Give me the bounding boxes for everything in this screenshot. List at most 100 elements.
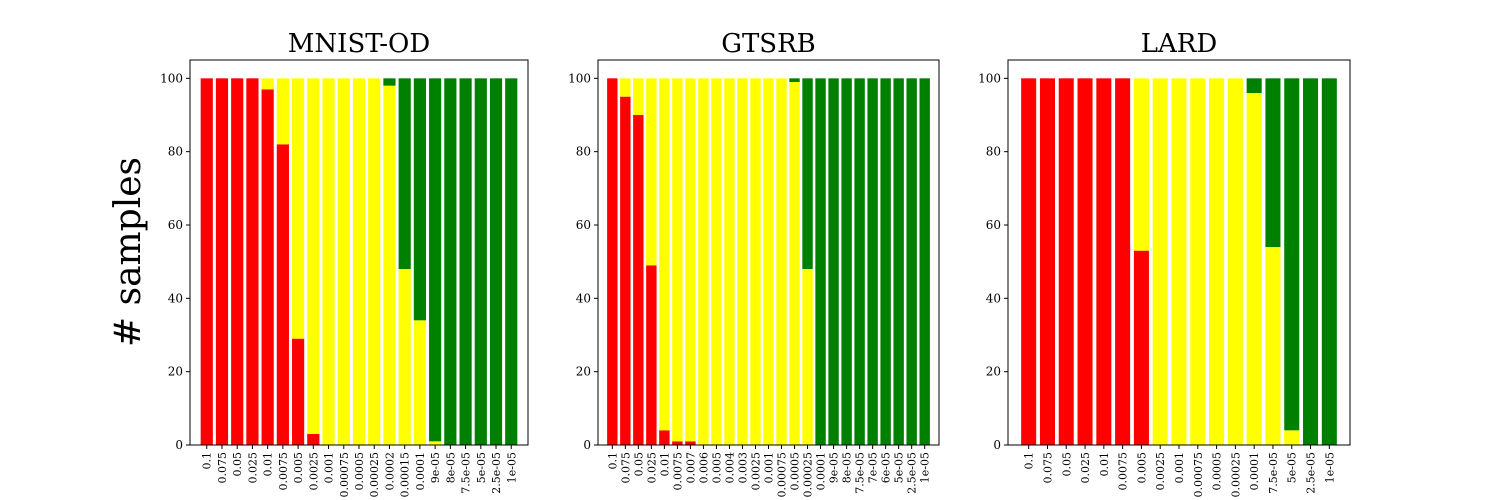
y-tick-label-gtsrb-60: 60 (576, 218, 591, 232)
y-tick-label-mnist-od-100: 100 (160, 71, 183, 85)
bar-mnist-od-9-s1 (337, 78, 350, 445)
x-tick-label-mnist-od-16: 8e-05 (444, 452, 457, 483)
x-tick-label-gtsrb-4: 0.01 (658, 452, 671, 477)
x-tick-label-gtsrb-7: 0.006 (697, 452, 710, 484)
x-tick-label-gtsrb-20: 7e-05 (867, 452, 880, 483)
x-tick-label-lard-5: 0.0075 (1117, 452, 1130, 491)
x-tick-label-mnist-od-2: 0.05 (231, 452, 244, 477)
y-tick-label-mnist-od-60: 60 (168, 218, 183, 232)
bar-gtsrb-12-s1 (763, 78, 774, 445)
x-tick-label-gtsrb-9: 0.004 (723, 452, 736, 484)
bar-mnist-od-7-s1 (307, 78, 320, 434)
bar-gtsrb-1-s1 (620, 78, 631, 97)
bar-lard-6-s1 (1133, 78, 1149, 251)
x-tick-label-lard-15: 2.5e-05 (1305, 452, 1318, 494)
bar-gtsrb-19-s2 (854, 78, 865, 445)
bar-mnist-od-7-s0 (307, 434, 320, 445)
x-tick-label-gtsrb-6: 0.007 (684, 452, 697, 484)
bar-mnist-od-14-s1 (413, 320, 426, 445)
x-tick-label-gtsrb-15: 0.00025 (802, 452, 815, 498)
x-tick-label-gtsrb-10: 0.003 (736, 452, 749, 484)
x-tick-label-mnist-od-4: 0.01 (262, 452, 275, 477)
y-tick-label-lard-20: 20 (986, 365, 1001, 379)
x-tick-label-lard-0: 0.1 (1023, 452, 1036, 470)
bar-lard-15-s2 (1303, 78, 1319, 445)
x-tick-label-lard-8: 0.001 (1173, 452, 1186, 484)
x-tick-label-gtsrb-24: 1e-05 (919, 452, 932, 483)
bar-mnist-od-8-s1 (322, 78, 335, 445)
bar-gtsrb-1-s0 (620, 96, 631, 446)
bar-lard-14-s1 (1284, 430, 1300, 445)
x-tick-label-mnist-od-7: 0.0025 (307, 452, 320, 491)
chart-title-gtsrb: GTSRB (721, 29, 816, 59)
x-tick-label-mnist-od-10: 0.0005 (353, 452, 366, 491)
bar-gtsrb-24-s2 (919, 78, 930, 445)
x-tick-label-gtsrb-23: 2.5e-05 (906, 452, 919, 494)
y-tick-label-gtsrb-0: 0 (583, 438, 591, 452)
bar-mnist-od-18-s2 (474, 78, 487, 445)
x-tick-label-lard-2: 0.05 (1060, 452, 1073, 477)
y-tick-label-gtsrb-40: 40 (576, 291, 591, 305)
bar-lard-12-s2 (1246, 78, 1262, 93)
y-tick-label-lard-60: 60 (986, 218, 1001, 232)
bar-mnist-od-0-s0 (200, 78, 213, 445)
bar-gtsrb-20-s2 (867, 78, 878, 445)
x-tick-label-lard-13: 7.5e-05 (1267, 452, 1280, 494)
bar-gtsrb-21-s2 (880, 78, 891, 445)
x-tick-label-lard-10: 0.0005 (1211, 452, 1224, 491)
x-tick-label-gtsrb-19: 7.5e-05 (854, 452, 867, 494)
bar-mnist-od-4-s0 (261, 89, 274, 445)
bar-gtsrb-4-s1 (659, 78, 670, 431)
x-tick-label-mnist-od-13: 0.00015 (399, 452, 412, 498)
y-tick-label-lard-0: 0 (993, 438, 1001, 452)
bar-mnist-od-6-s0 (292, 338, 305, 445)
bar-lard-7-s1 (1152, 78, 1168, 445)
bar-gtsrb-22-s2 (893, 78, 904, 445)
bar-gtsrb-10-s1 (737, 78, 748, 445)
bar-mnist-od-13-s1 (398, 269, 411, 445)
bar-lard-14-s2 (1284, 78, 1300, 431)
y-axis-label: # samples (108, 157, 149, 347)
x-tick-label-gtsrb-0: 0.1 (606, 452, 619, 470)
y-tick-label-lard-80: 80 (986, 145, 1001, 159)
bar-gtsrb-5-s1 (672, 78, 683, 442)
y-tick-label-mnist-od-40: 40 (168, 291, 183, 305)
bar-mnist-od-10-s1 (352, 78, 366, 445)
x-tick-label-lard-3: 0.025 (1079, 452, 1092, 484)
bar-lard-2-s0 (1058, 78, 1074, 445)
x-tick-label-lard-12: 0.0001 (1248, 452, 1261, 491)
x-tick-label-lard-9: 0.00075 (1192, 452, 1205, 498)
bar-lard-3-s0 (1077, 78, 1093, 445)
bar-mnist-od-11-s1 (368, 78, 381, 445)
bar-mnist-od-19-s2 (489, 78, 503, 445)
x-tick-label-gtsrb-2: 0.05 (632, 452, 645, 477)
bar-mnist-od-3-s0 (246, 78, 259, 445)
bar-mnist-od-16-s2 (444, 78, 457, 445)
x-tick-label-gtsrb-22: 5e-05 (893, 452, 906, 483)
x-tick-label-mnist-od-5: 0.0075 (277, 452, 290, 491)
bar-mnist-od-14-s2 (413, 78, 426, 321)
x-tick-label-gtsrb-21: 6e-05 (880, 452, 893, 483)
x-tick-label-mnist-od-6: 0.005 (292, 452, 305, 484)
x-tick-label-mnist-od-11: 0.00025 (368, 452, 381, 498)
y-tick-label-lard-100: 100 (978, 71, 1001, 85)
bar-mnist-od-12-s2 (383, 78, 396, 86)
bar-mnist-od-17-s2 (459, 78, 472, 445)
bar-lard-4-s0 (1096, 78, 1112, 445)
bar-gtsrb-16-s2 (815, 78, 826, 445)
x-tick-label-gtsrb-18: 8e-05 (841, 452, 854, 483)
bar-gtsrb-15-s1 (802, 269, 813, 445)
bar-mnist-od-4-s1 (261, 78, 274, 90)
bar-gtsrb-4-s0 (659, 430, 670, 445)
x-tick-label-mnist-od-14: 0.0001 (414, 452, 427, 491)
x-tick-label-lard-4: 0.01 (1098, 452, 1111, 477)
bar-gtsrb-9-s1 (724, 78, 735, 445)
x-tick-label-mnist-od-9: 0.00075 (338, 452, 351, 498)
x-tick-label-lard-7: 0.0025 (1154, 452, 1167, 491)
bar-lard-11-s1 (1227, 78, 1243, 445)
bar-mnist-od-2-s0 (231, 78, 244, 445)
